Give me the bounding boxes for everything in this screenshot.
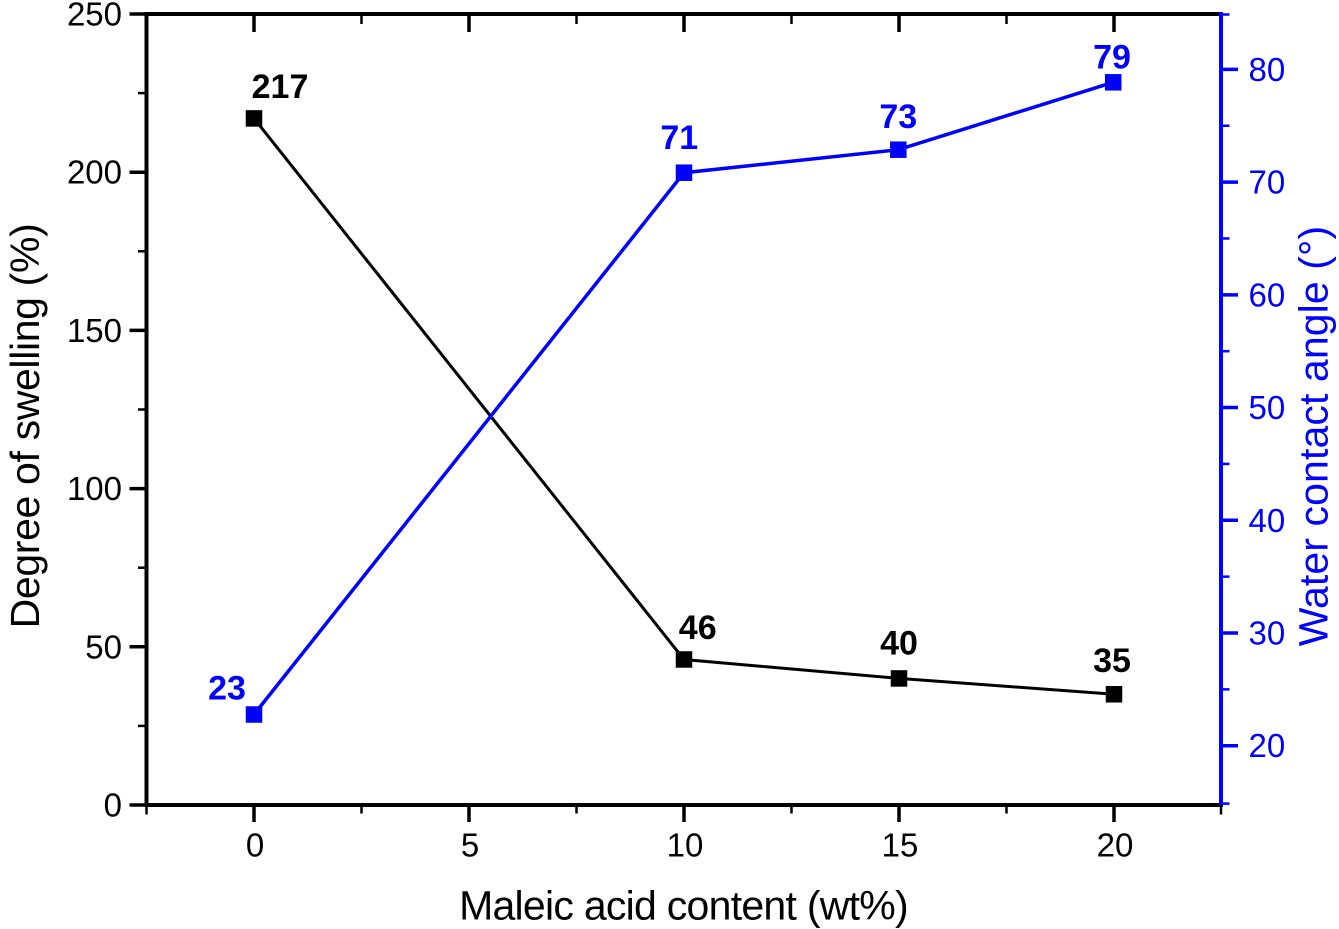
svg-text:150: 150	[67, 312, 122, 349]
svg-text:46: 46	[679, 609, 717, 647]
svg-text:5: 5	[461, 827, 479, 864]
svg-text:200: 200	[67, 154, 122, 191]
svg-text:30: 30	[1249, 615, 1286, 652]
svg-text:250: 250	[67, 0, 122, 33]
svg-text:79: 79	[1093, 39, 1131, 77]
svg-text:80: 80	[1249, 51, 1286, 88]
svg-text:Degree of swelling (%): Degree of swelling (%)	[2, 224, 48, 629]
svg-text:Water contact angle (°): Water contact angle (°)	[1291, 226, 1337, 647]
svg-text:70: 70	[1249, 164, 1286, 201]
svg-text:0: 0	[104, 787, 122, 824]
svg-text:71: 71	[660, 119, 698, 157]
svg-text:40: 40	[880, 625, 918, 663]
svg-text:35: 35	[1093, 642, 1131, 680]
svg-text:Maleic acid content (wt%): Maleic acid content (wt%)	[459, 883, 908, 929]
svg-text:60: 60	[1249, 276, 1286, 313]
svg-text:73: 73	[879, 98, 917, 136]
svg-text:50: 50	[85, 628, 122, 665]
svg-text:15: 15	[882, 827, 919, 864]
svg-text:23: 23	[208, 670, 246, 708]
svg-text:10: 10	[667, 827, 704, 864]
svg-text:20: 20	[1249, 727, 1286, 764]
svg-text:20: 20	[1097, 827, 1134, 864]
svg-text:100: 100	[67, 470, 122, 507]
svg-text:50: 50	[1249, 389, 1286, 426]
svg-text:0: 0	[246, 827, 264, 864]
svg-text:217: 217	[252, 68, 309, 106]
svg-text:40: 40	[1249, 502, 1286, 539]
